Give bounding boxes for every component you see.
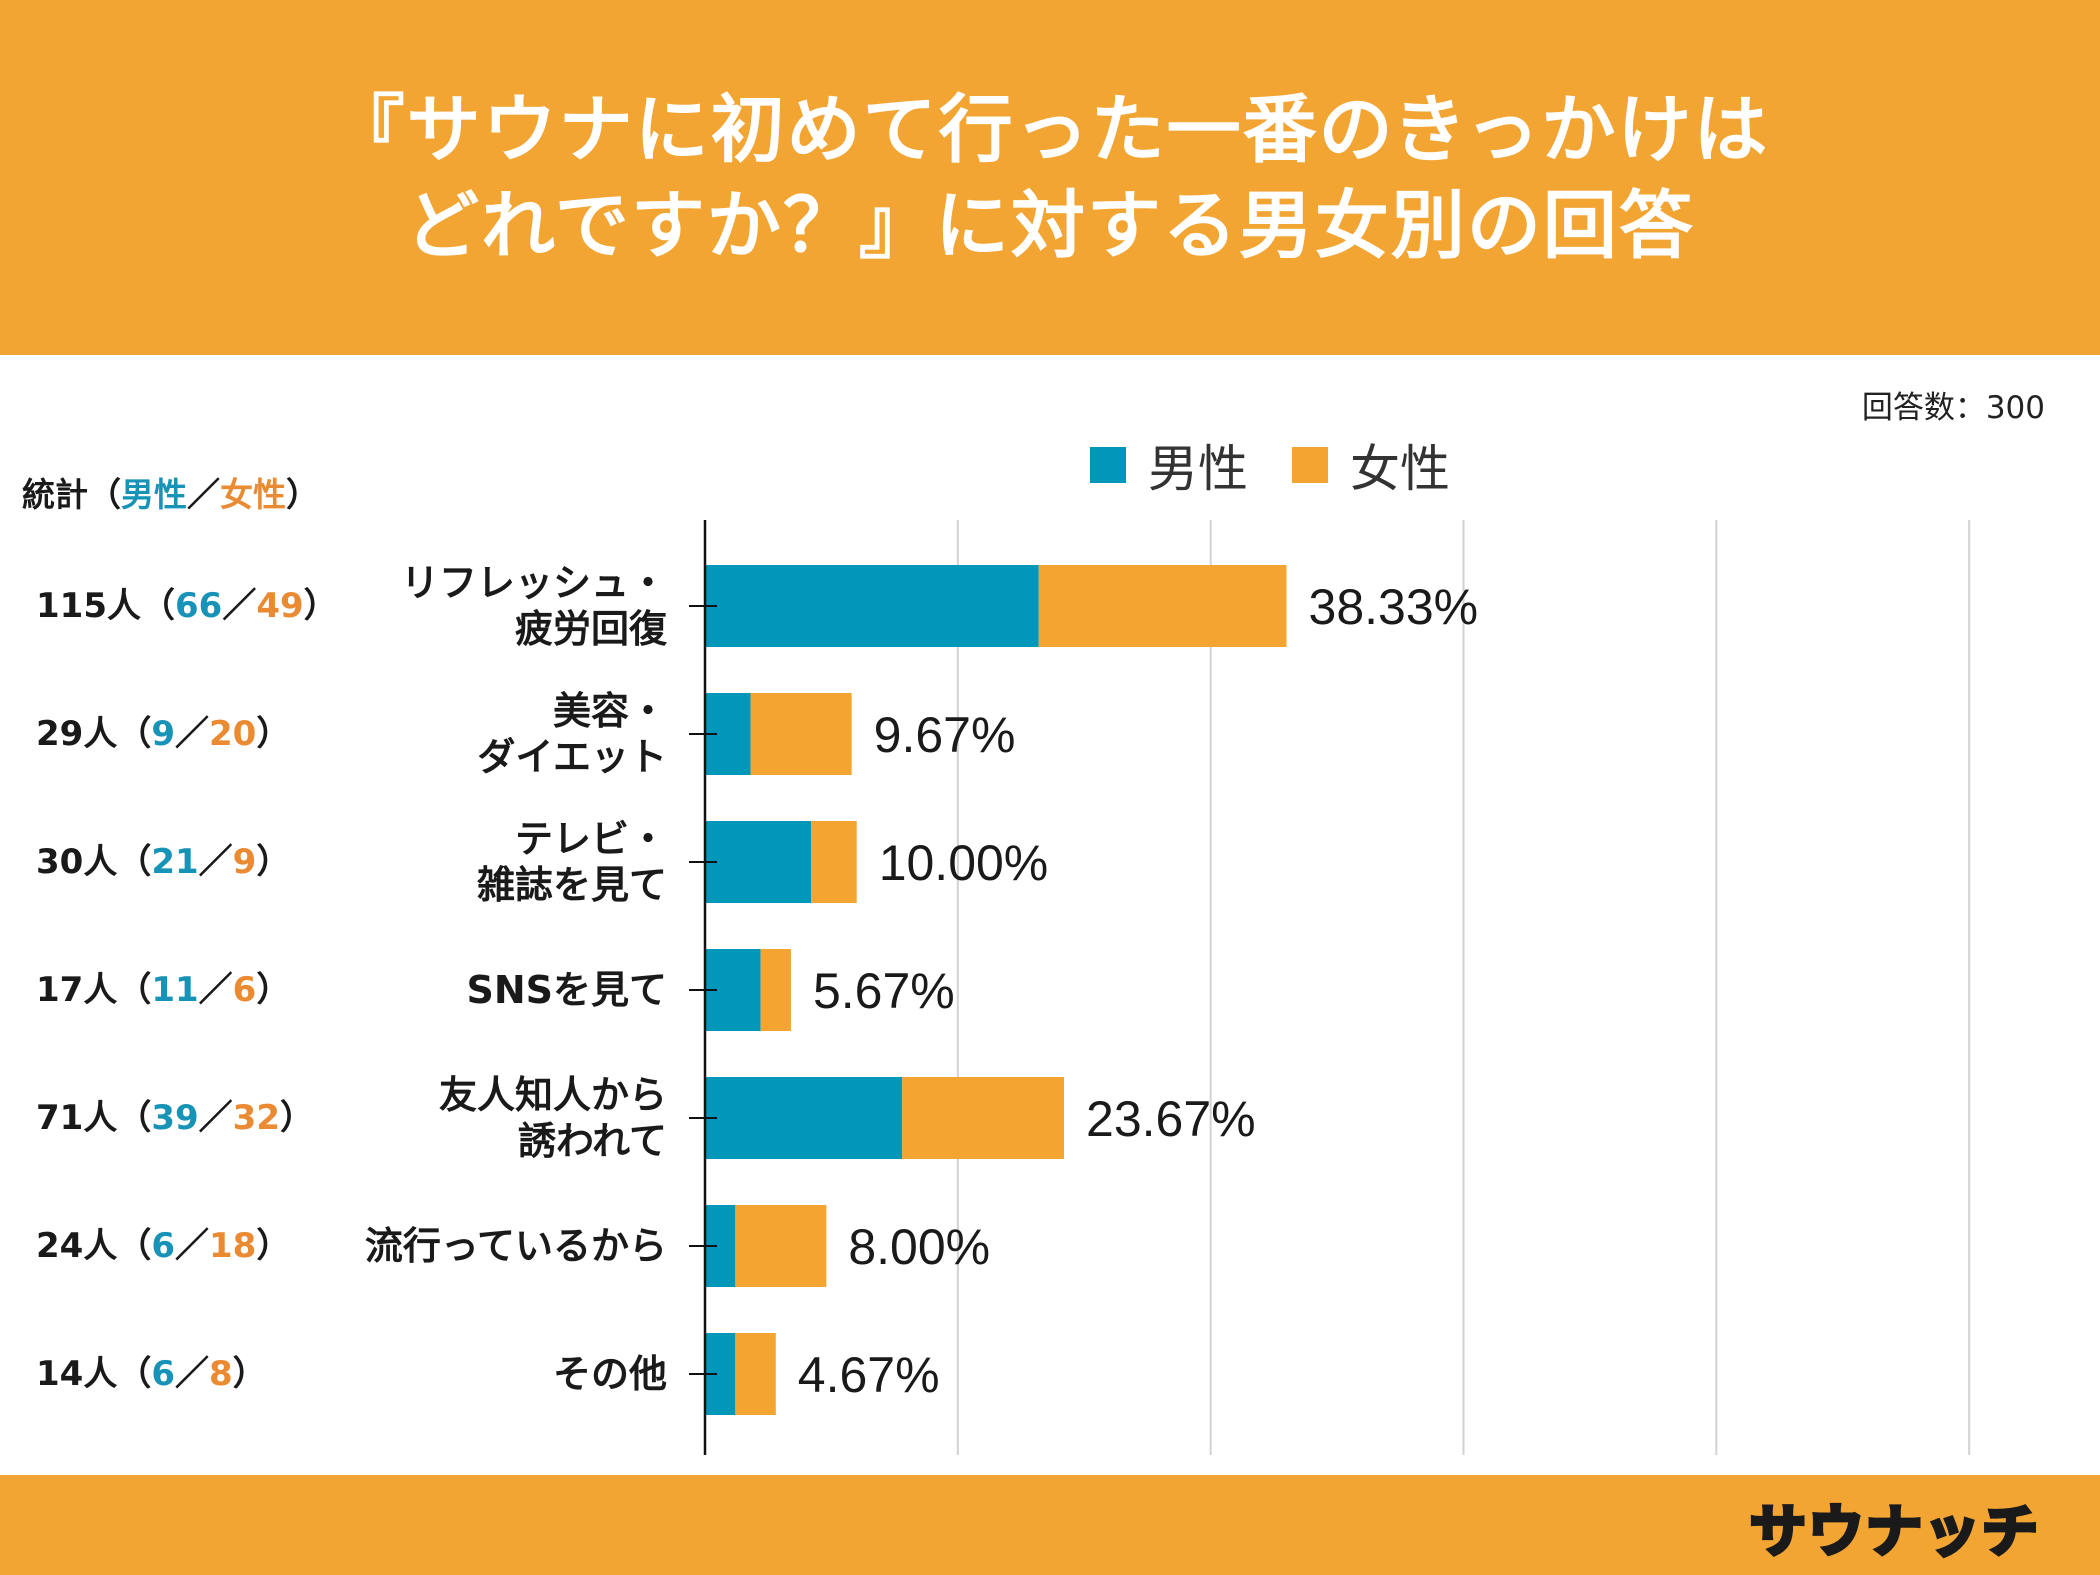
stat-male: 39 (151, 1098, 199, 1138)
percent-label: 4.67% (798, 1347, 940, 1403)
bar-female (735, 1333, 776, 1415)
stat-close: ） (256, 1226, 291, 1266)
bar-female (750, 693, 852, 775)
stat-sep: ／ (175, 1354, 209, 1394)
stat-sep: ／ (198, 842, 233, 882)
stat-close: ） (256, 842, 291, 882)
response-count: 回答数：300 (1861, 390, 2045, 426)
stat-close: ） (303, 586, 338, 626)
stat-female: 6 (232, 970, 257, 1010)
stats-header-prefix: 統計（ (22, 475, 121, 514)
stat-row: 30人（21／9） (36, 840, 290, 884)
stat-female: 8 (209, 1354, 233, 1394)
stat-row: 29人（9／20） (36, 712, 290, 756)
stat-male: 6 (151, 1226, 175, 1266)
percent-label: 23.67% (1086, 1091, 1256, 1147)
bar-male (705, 1077, 903, 1159)
stat-female: 9 (232, 842, 257, 882)
category-label-line: リフレッシュ・ (400, 561, 667, 605)
category-label-line: 誘われて (518, 1119, 667, 1163)
category-label-line: その他 (552, 1352, 667, 1396)
category-label: 流行っているから (365, 1223, 667, 1269)
stats-header-sep: ／ (187, 475, 220, 514)
category-label: 美容・ ダイエット (477, 688, 667, 780)
stat-close: ） (279, 1098, 314, 1138)
legend-label-female: 女性 (1350, 440, 1450, 498)
stat-male: 21 (151, 842, 199, 882)
stat-total: 17人（ (36, 970, 152, 1010)
stat-female: 18 (209, 1226, 257, 1266)
stats-header-male: 男性 (121, 475, 187, 514)
stat-male: 9 (151, 714, 175, 754)
category-label-line: 疲労回復 (514, 607, 667, 651)
legend-swatch-female (1292, 447, 1328, 483)
stat-row: 14人（6／8） (36, 1352, 267, 1396)
bar-male (705, 821, 812, 903)
footer-bar: サウナッチ (0, 1475, 2100, 1575)
category-label: SNSを見て (466, 967, 667, 1013)
stat-row: 115人（66／49） (36, 584, 338, 628)
stat-female: 20 (209, 714, 257, 754)
category-label-line: 雑誌を見て (476, 863, 667, 907)
stat-sep: ／ (198, 1098, 233, 1138)
percent-label: 8.00% (848, 1219, 990, 1275)
stat-close: ） (232, 1354, 267, 1394)
percent-label: 9.67% (874, 707, 1016, 763)
stat-female: 49 (256, 586, 304, 626)
stat-close: ） (256, 714, 291, 754)
bar-female (760, 949, 791, 1031)
legend-label-male: 男性 (1148, 440, 1248, 498)
stat-sep: ／ (222, 586, 257, 626)
category-label-line: 流行っているから (364, 1224, 667, 1268)
stat-sep: ／ (198, 970, 233, 1010)
bar-female (1038, 565, 1287, 647)
stat-female: 32 (232, 1098, 280, 1138)
category-label-line: SNSを見て (466, 968, 667, 1012)
stat-total: 30人（ (36, 842, 152, 882)
stats-header-suffix: ） (286, 475, 319, 514)
stat-row: 24人（6／18） (36, 1224, 290, 1268)
title-banner: 『サウナに初めて行った一番のきっかけは どれですか？』に対する男女別の回答 (0, 0, 2100, 355)
stat-sep: ／ (175, 1226, 209, 1266)
stats-header: 統計（男性／女性） (22, 468, 319, 516)
category-label: 友人知人から 誘われて (439, 1072, 667, 1164)
brand-logo: サウナッチ (1748, 1498, 2040, 1567)
category-label-line: 友人知人から (438, 1073, 667, 1117)
bar-female (811, 821, 857, 903)
percent-label: 38.33% (1309, 579, 1479, 635)
category-label-line: テレビ・ (514, 817, 667, 861)
legend-swatch-male (1090, 447, 1126, 483)
chart-legend: 男性 女性 (1090, 440, 1494, 498)
title-line-1: 『サウナに初めて行った一番のきっかけは (330, 86, 1770, 173)
stat-total: 14人（ (36, 1354, 152, 1394)
stat-male: 6 (151, 1354, 175, 1394)
stat-male: 11 (151, 970, 199, 1010)
title-line-2: どれですか？』に対する男女別の回答 (405, 182, 1695, 269)
category-label-line: ダイエット (477, 735, 667, 779)
stat-total: 115人（ (36, 586, 175, 626)
percent-label: 10.00% (879, 835, 1049, 891)
stat-total: 29人（ (36, 714, 152, 754)
bar-female (735, 1205, 827, 1287)
stat-sep: ／ (175, 714, 209, 754)
category-label-line: 美容・ (552, 689, 667, 733)
category-label: テレビ・ 雑誌を見て (477, 816, 667, 908)
bar-chart: 38.33% 9.67% 10.00% 5.67% 23.67% 8.00% 4.67% (689, 520, 1971, 1455)
legend-item-female: 女性 (1292, 429, 1450, 501)
legend-item-male: 男性 (1090, 429, 1248, 501)
stat-close: ） (256, 970, 291, 1010)
category-label: その他 (553, 1351, 667, 1397)
percent-label: 5.67% (813, 963, 955, 1019)
stat-row: 17人（11／6） (36, 968, 290, 1012)
stat-male: 66 (174, 586, 223, 626)
bar-male (705, 565, 1039, 647)
stat-row: 71人（39／32） (36, 1096, 314, 1140)
stats-header-female: 女性 (220, 475, 286, 514)
stat-total: 24人（ (36, 1226, 152, 1266)
bar-female (902, 1077, 1065, 1159)
stat-total: 71人（ (36, 1098, 152, 1138)
category-label: リフレッシュ・ 疲労回復 (401, 560, 667, 652)
